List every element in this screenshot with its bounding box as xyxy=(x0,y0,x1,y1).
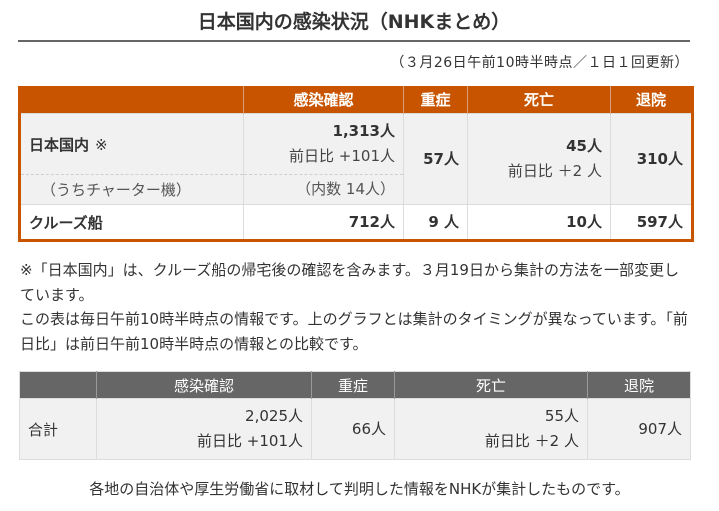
cruise-deaths: 10人 xyxy=(467,204,611,241)
total-discharged: 907人 xyxy=(587,398,691,460)
row-label-cruise: クルーズ船 xyxy=(19,204,244,241)
total-infected: 2,025人 xyxy=(245,407,303,425)
total-deaths-cell: 55人 前日比 ＋2 人 xyxy=(394,398,588,460)
page-title: 日本国内の感染状況（NHKまとめ） xyxy=(18,8,690,42)
total-col-header-deaths: 死亡 xyxy=(394,371,588,399)
domestic-infected-diff: 前日比 +101人 xyxy=(289,147,395,165)
total-label: 合計 xyxy=(19,398,97,460)
domestic-infected: 1,313人 xyxy=(332,122,395,140)
total-row: 合計 2,025人 前日比 +101人 66人 55人 前日比 ＋2 人 907… xyxy=(19,398,691,460)
row-label-charter: （うちチャーター機） xyxy=(19,174,244,205)
domestic-deaths-cell: 45人 前日比 ＋2 人 xyxy=(467,113,611,205)
total-deaths-diff: 前日比 ＋2 人 xyxy=(484,432,579,450)
cruise-discharged: 597人 xyxy=(610,204,693,241)
total-deaths: 55人 xyxy=(544,407,579,425)
domestic-deaths: 45人 xyxy=(566,137,602,155)
col-header-blank xyxy=(19,86,244,114)
source-note: 各地の自治体や厚生労働省に取材して判明した情報をNHKが集計したものです。 xyxy=(89,480,630,498)
table-notes: ※「日本国内」は、クルーズ船の帰宅後の確認を含みます。３月19日から集計の方法を… xyxy=(20,258,692,356)
total-table: 感染確認 重症 死亡 退院 合計 2,025人 前日比 +101人 66人 55… xyxy=(19,371,691,460)
domestic-severe: 57人 xyxy=(403,113,468,205)
col-header-deaths: 死亡 xyxy=(467,86,611,114)
domestic-label-text: 日本国内 xyxy=(29,135,90,154)
domestic-infected-cell: 1,313人 前日比 +101人 xyxy=(243,113,404,175)
note-timing: この表は毎日午前10時半時点の情報です。上のグラフとは集計のタイミングが異なって… xyxy=(20,310,688,353)
table-row-charter: （うちチャーター機） （内数 14人） xyxy=(19,174,693,205)
note-domestic-scope: ※「日本国内」は、クルーズ船の帰宅後の確認を含みます。３月19日から集計の方法を… xyxy=(20,261,679,304)
cruise-infected: 712人 xyxy=(243,204,404,241)
domestic-discharged: 310人 xyxy=(610,113,693,205)
total-col-header-blank xyxy=(19,371,97,399)
col-header-discharged: 退院 xyxy=(610,86,693,114)
total-col-header-discharged: 退院 xyxy=(587,371,691,399)
charter-infected: （内数 14人） xyxy=(243,174,404,205)
total-col-header-severe: 重症 xyxy=(311,371,395,399)
total-infected-cell: 2,025人 前日比 +101人 xyxy=(96,398,312,460)
domestic-deaths-diff: 前日比 ＋2 人 xyxy=(507,162,602,180)
table-row-cruise: クルーズ船 712人 9 人 10人 597人 xyxy=(19,204,693,241)
table-row-domestic: 日本国内 ※ 1,313人 前日比 +101人 57人 45人 前日比 ＋2 人 … xyxy=(19,113,693,205)
table-header-row: 感染確認 重症 死亡 退院 xyxy=(19,86,693,114)
col-header-infected: 感染確認 xyxy=(243,86,404,114)
total-severe: 66人 xyxy=(311,398,395,460)
total-infected-diff: 前日比 +101人 xyxy=(197,432,303,450)
cruise-severe: 9 人 xyxy=(403,204,468,241)
footnote-mark: ※ xyxy=(95,135,108,154)
update-timestamp: （３月26日午前10時半時点／１日１回更新） xyxy=(390,55,689,71)
col-header-severe: 重症 xyxy=(403,86,468,114)
row-label-domestic: 日本国内 ※ xyxy=(19,113,244,175)
infection-status-table: 感染確認 重症 死亡 退院 日本国内 ※ 1,313人 前日比 +101人 57人… xyxy=(18,86,694,242)
total-col-header-infected: 感染確認 xyxy=(96,371,312,399)
total-header-row: 感染確認 重症 死亡 退院 xyxy=(19,371,691,399)
